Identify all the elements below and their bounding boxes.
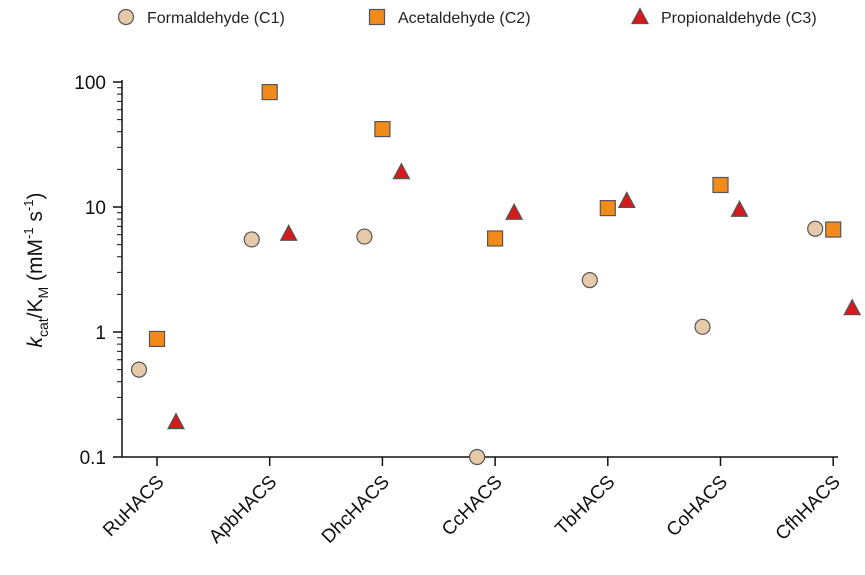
x-tick-label: CfhHACS: [772, 472, 845, 545]
point-propionaldehyde-c3: [392, 162, 411, 180]
point-acetaldehyde-c2: [374, 120, 391, 138]
legend: Formaldehyde (C1) Acetaldehyde (C2) Propio…: [117, 7, 817, 27]
x-tick-label: CoHACS: [663, 472, 732, 541]
y-tick-label: 100: [74, 73, 106, 94]
data-points: [130, 84, 862, 466]
legend-marker-acetaldehyde-c2: [368, 8, 386, 26]
point-acetaldehyde-c2: [825, 221, 842, 238]
legend-label: Propionaldehyde (C3): [661, 10, 817, 27]
point-propionaldehyde-c3: [505, 202, 524, 220]
y-tick-label: 1: [95, 323, 106, 344]
point-acetaldehyde-c2: [261, 84, 278, 101]
point-acetaldehyde-c2: [712, 176, 729, 194]
legend-label: Acetaldehyde (C2): [398, 10, 531, 27]
point-formaldehyde-c1: [130, 361, 148, 378]
axes: [121, 80, 838, 458]
point-acetaldehyde-c2: [148, 330, 166, 348]
point-formaldehyde-c1: [807, 220, 824, 237]
point-formaldehyde-c1: [243, 231, 260, 248]
point-formaldehyde-c1: [356, 228, 373, 245]
x-tick-label: TbHACS: [551, 472, 619, 540]
point-propionaldehyde-c3: [730, 200, 749, 217]
point-formaldehyde-c1: [581, 272, 598, 289]
x-ticks: RuHACS ApbHACS DhcHACS CcHACS TbHACS CoHACS Cf…: [99, 457, 845, 548]
point-propionaldehyde-c3: [617, 191, 636, 208]
legend-marker-propionaldehyde-c3: [631, 7, 649, 25]
point-acetaldehyde-c2: [487, 230, 504, 247]
x-tick-label: DhcHACS: [318, 472, 394, 548]
point-propionaldehyde-c3: [843, 298, 862, 316]
legend-label: Formaldehyde (C1): [147, 10, 285, 27]
point-formaldehyde-c1: [694, 318, 711, 335]
y-tick-label: 0.1: [80, 448, 106, 469]
point-propionaldehyde-c3: [167, 412, 185, 430]
x-tick-label: CcHACS: [438, 472, 507, 541]
legend-marker-formaldehyde-c1: [117, 8, 135, 26]
y-ticks: 0.1 1 10 100: [74, 73, 122, 469]
point-acetaldehyde-c2: [599, 199, 616, 217]
y-axis-label: kcat/KM (mM-1 s-1): [21, 193, 51, 348]
y-tick-label: 10: [85, 198, 106, 219]
x-tick-label: ApbHACS: [205, 472, 281, 548]
point-propionaldehyde-c3: [279, 224, 298, 241]
x-tick-label: RuHACS: [99, 472, 168, 541]
point-formaldehyde-c1: [469, 448, 486, 466]
